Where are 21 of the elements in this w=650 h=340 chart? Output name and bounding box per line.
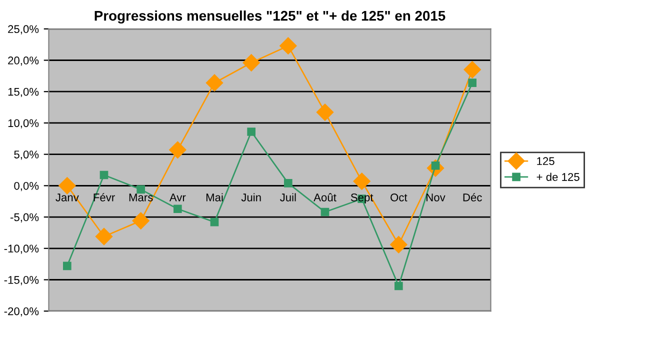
x-tick-label: Avr (169, 194, 186, 202)
x-tick-label: Déc (463, 193, 482, 202)
x-tick-label: Juil (280, 193, 296, 202)
legend-label: + de 125 (536, 172, 580, 181)
y-tick-label: 10,0% (8, 119, 39, 128)
y-tick-label: 0,0% (14, 182, 39, 192)
y-tick-label: -5,0% (10, 213, 39, 222)
x-tick-label: Nov (426, 194, 446, 202)
x-tick-label: Oct (390, 193, 408, 202)
legend-label: 125 (537, 157, 554, 166)
y-tick-label: 20,0% (8, 56, 39, 66)
y-tick-label: -20,0% (4, 307, 39, 317)
x-tick-label: Juin (241, 193, 261, 202)
y-tick-label: -10,0% (4, 244, 39, 254)
y-tick-label: -15,0% (4, 276, 39, 286)
x-tick-label: Mai (206, 193, 223, 202)
y-tick-label: 25,0% (8, 25, 39, 34)
y-tick-label: 15,0% (8, 88, 39, 98)
chart-title: Progressions mensuelles "125" et "+ de 125" en 2015 (94, 10, 446, 24)
x-tick-label: Août (314, 193, 336, 202)
y-tick-label: 5,0% (14, 150, 39, 160)
